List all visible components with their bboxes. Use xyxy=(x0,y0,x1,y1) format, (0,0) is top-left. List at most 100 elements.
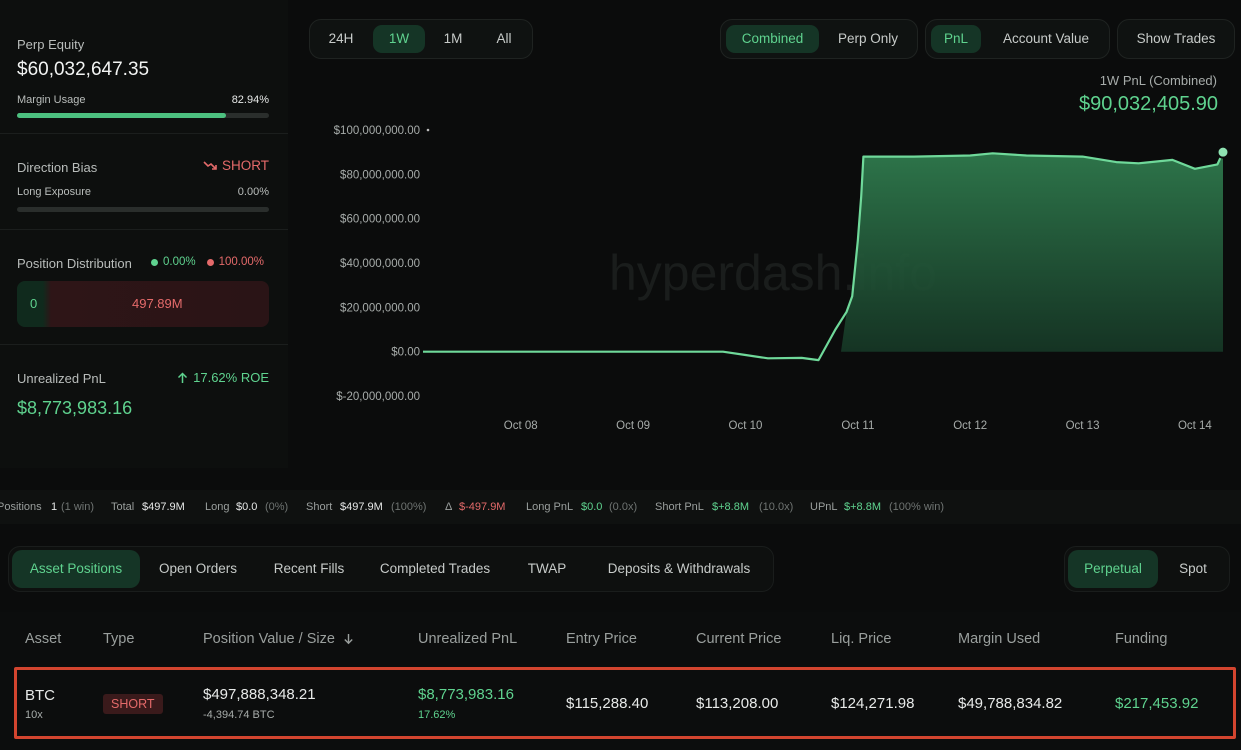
long-exposure-bar xyxy=(17,207,269,212)
direction-bias: SHORT xyxy=(203,158,269,173)
col-liq-price[interactable]: Liq. Price xyxy=(831,631,892,647)
show-trades-button[interactable]: Show Trades xyxy=(1136,31,1216,46)
divider xyxy=(0,133,288,134)
direction-bias-value: SHORT xyxy=(221,158,269,173)
account-value-button[interactable]: Account Value xyxy=(1002,31,1090,46)
delta-label: Δ xyxy=(445,501,453,513)
y-axis-top-marker xyxy=(426,128,430,132)
tabs-bar: Asset Positions Open Orders Recent Fills… xyxy=(8,546,774,592)
roe: 17.62% ROE xyxy=(177,370,269,385)
tab-completed-trades[interactable]: Completed Trades xyxy=(379,561,491,576)
x-tick-label: Oct 11 xyxy=(841,420,874,432)
divider xyxy=(0,229,288,230)
tab-twap[interactable]: TWAP xyxy=(527,561,567,576)
perp-equity-label: Perp Equity xyxy=(17,37,85,52)
long-exposure-label: Long Exposure xyxy=(17,186,91,198)
metric-selector: PnL Account Value xyxy=(925,19,1110,59)
position-distribution-label: Position Distribution xyxy=(17,256,132,271)
y-tick-label: $80,000,000.00 xyxy=(340,169,420,181)
x-tick-label: Oct 10 xyxy=(729,420,763,432)
entry-price: $115,288.40 xyxy=(566,695,649,712)
type-badge: SHORT xyxy=(103,694,163,714)
tab-asset-positions[interactable]: Asset Positions xyxy=(12,550,140,588)
y-tick-label: $0.00 xyxy=(391,347,420,359)
x-tick-label: Oct 13 xyxy=(1066,420,1100,432)
short-pnl-value: $+8.8M xyxy=(712,501,749,513)
spot-button[interactable]: Spot xyxy=(1179,561,1207,576)
col-unrealized-pnl[interactable]: Unrealized PnL xyxy=(418,631,518,647)
x-axis-ticks: Oct 08 Oct 09 Oct 10 Oct 11 Oct 12 Oct 13 Oct … xyxy=(504,420,1213,432)
unrealized-pnl-value: $8,773,983.16 xyxy=(17,398,133,418)
y-tick-label: $60,000,000.00 xyxy=(340,214,420,226)
x-tick-label: Oct 08 xyxy=(504,420,538,432)
pnl-button[interactable]: PnL xyxy=(931,25,981,53)
long-value: $0.0 xyxy=(236,501,258,513)
tab-recent-fills[interactable]: Recent Fills xyxy=(273,561,345,576)
market-toggle: Perpetual Spot xyxy=(1064,546,1230,592)
y-axis-ticks: $100,000,000.00 $80,000,000.00 $60,000,000… xyxy=(334,125,420,403)
long-dot-icon xyxy=(151,258,158,266)
row-unrealized-pnl: $8,773,983.16 xyxy=(418,686,514,703)
perpetual-button[interactable]: Perpetual xyxy=(1068,550,1158,588)
distribution-legend: 0.00% 100.00% xyxy=(151,256,264,268)
chart-caption: 1W PnL (Combined) xyxy=(1099,73,1217,88)
dist-short-pct: 100.00% xyxy=(218,256,265,268)
positions-table xyxy=(0,612,1241,750)
perp-equity-value: $60,032,647.35 xyxy=(17,59,150,80)
margin-usage-bar-fill xyxy=(17,113,226,118)
range-24h-button[interactable]: 24H xyxy=(328,31,354,46)
pnl-area-fill xyxy=(841,152,1223,352)
position-size: -4,394.74 BTC xyxy=(203,709,275,721)
positions-win: (1 win) xyxy=(61,501,95,513)
mode-selector: Combined Perp Only xyxy=(720,19,918,59)
range-1m-button[interactable]: 1M xyxy=(443,31,463,46)
col-margin-used[interactable]: Margin Used xyxy=(958,631,1041,647)
long-pnl-x: (0.0x) xyxy=(609,501,638,513)
divider xyxy=(0,344,288,345)
long-pct: (0%) xyxy=(265,501,289,513)
table-row[interactable] xyxy=(14,667,1236,739)
short-pnl-label: Short PnL xyxy=(655,501,704,513)
tab-open-orders[interactable]: Open Orders xyxy=(158,561,238,576)
trend-down-icon xyxy=(203,160,217,170)
asset-symbol[interactable]: BTC xyxy=(25,687,55,704)
delta-value: $-497.9M xyxy=(459,501,506,513)
pnl-area-chart[interactable]: hyperdash.info $100,000,000.00$80,000,00… xyxy=(290,112,1241,442)
col-type[interactable]: Type xyxy=(103,631,135,647)
account-summary-panel: Perp Equity $60,032,647.35 Margin Usage … xyxy=(0,0,288,468)
range-selector: 24H 1W 1M All xyxy=(309,19,533,59)
short-dot-icon xyxy=(206,258,214,266)
col-funding[interactable]: Funding xyxy=(1115,631,1168,647)
current-price: $113,208.00 xyxy=(696,695,779,712)
y-tick-label: $100,000,000.00 xyxy=(334,125,420,137)
x-tick-label: Oct 09 xyxy=(616,420,650,432)
total-label: Total xyxy=(111,501,135,513)
dist-long-amount: 0 xyxy=(30,296,38,311)
arrow-up-icon xyxy=(178,371,188,383)
col-position-value[interactable]: Position Value / Size xyxy=(203,631,354,647)
arrow-down-icon xyxy=(344,634,353,645)
short-value: $497.9M xyxy=(340,501,383,513)
margin-usage-value: 82.94% xyxy=(231,94,269,106)
col-entry-price[interactable]: Entry Price xyxy=(566,631,637,647)
x-tick-label: Oct 12 xyxy=(953,420,987,432)
upnl-win: (100% win) xyxy=(889,501,945,513)
col-position-value-label: Position Value / Size xyxy=(203,631,335,647)
position-value: $497,888,348.21 xyxy=(203,686,316,703)
chart-current-value: $90,032,405.90 xyxy=(1078,93,1218,115)
direction-bias-label: Direction Bias xyxy=(17,160,98,175)
range-all-button[interactable]: All xyxy=(496,31,512,46)
range-1w-button[interactable]: 1W xyxy=(373,25,425,53)
long-pnl-value: $0.0 xyxy=(581,501,603,513)
tab-deposits-withdrawals[interactable]: Deposits & Withdrawals xyxy=(607,561,751,576)
funding: $217,453.92 xyxy=(1115,695,1199,712)
long-exposure-value: 0.00% xyxy=(237,186,269,198)
y-tick-label: $40,000,000.00 xyxy=(340,258,420,270)
pnl-line xyxy=(423,151,1224,362)
perp-only-button[interactable]: Perp Only xyxy=(837,31,899,46)
y-tick-label: $-20,000,000.00 xyxy=(336,391,420,403)
combined-button[interactable]: Combined xyxy=(726,25,819,53)
pnl-end-point[interactable] xyxy=(1216,145,1230,159)
col-asset[interactable]: Asset xyxy=(25,631,62,647)
col-current-price[interactable]: Current Price xyxy=(696,631,782,647)
